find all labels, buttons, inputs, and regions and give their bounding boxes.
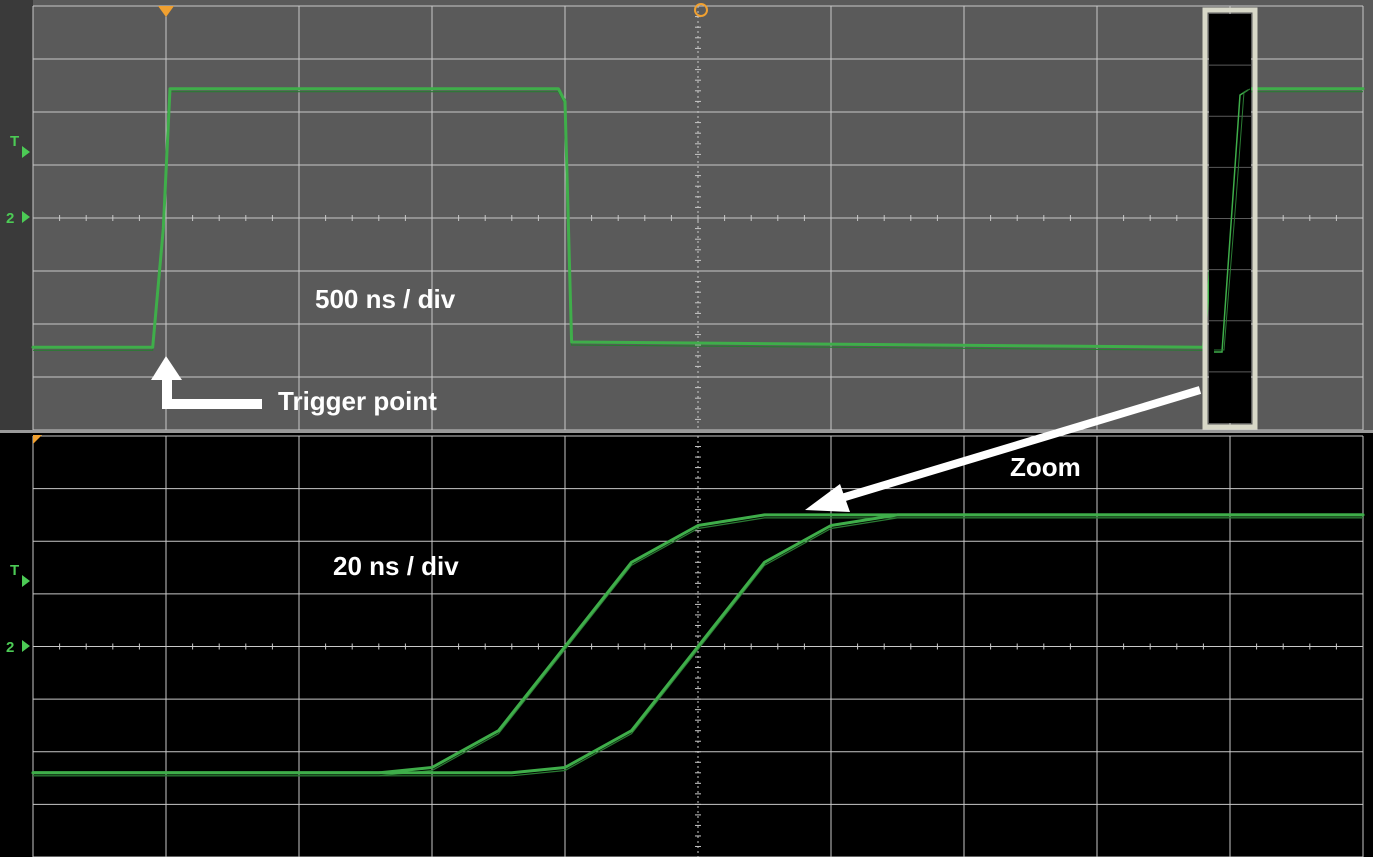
zoom-trigger-level-marker: T [10, 562, 19, 579]
main-panel-background [0, 0, 1373, 430]
waveform-trace-2 [31, 513, 1365, 775]
waveform-trace-shadow [33, 517, 1363, 777]
trigger-point-label: Trigger point [278, 386, 437, 416]
main-timebase-label: 500 ns / div [315, 284, 456, 314]
trigger-point-arrow-icon [151, 356, 262, 409]
zoom-trigger-level-arrow-icon [22, 575, 30, 587]
waveform-trace-1 [31, 513, 1365, 775]
trigger-position-marker [158, 6, 174, 17]
zoom-channel-marker: 2 [6, 639, 14, 656]
zoom-label: Zoom [1010, 452, 1081, 482]
panel-divider [0, 430, 1373, 433]
main-waveform-panel: T 2 500 ns / div Trigger point [0, 0, 1373, 431]
zoom-channel-arrow-icon [22, 640, 30, 652]
zoom-timebase-label: 20 ns / div [333, 551, 459, 581]
channel-marker: 2 [6, 210, 14, 227]
zoom-trigger-position-marker [33, 435, 42, 444]
zoom-panel-background [0, 432, 1373, 857]
zoom-window-box [1202, 7, 1258, 430]
zoom-arrow-icon [805, 386, 1202, 512]
main-panel-left-strip [0, 0, 33, 430]
trigger-level-marker: T [10, 133, 19, 150]
center-marker-icon [694, 3, 708, 17]
trigger-level-arrow-icon [22, 146, 30, 158]
zoom-traces [31, 513, 1365, 777]
channel-arrow-icon [22, 211, 30, 223]
zoom-waveform-panel: T 2 20 ns / div Zoom [0, 430, 1373, 857]
